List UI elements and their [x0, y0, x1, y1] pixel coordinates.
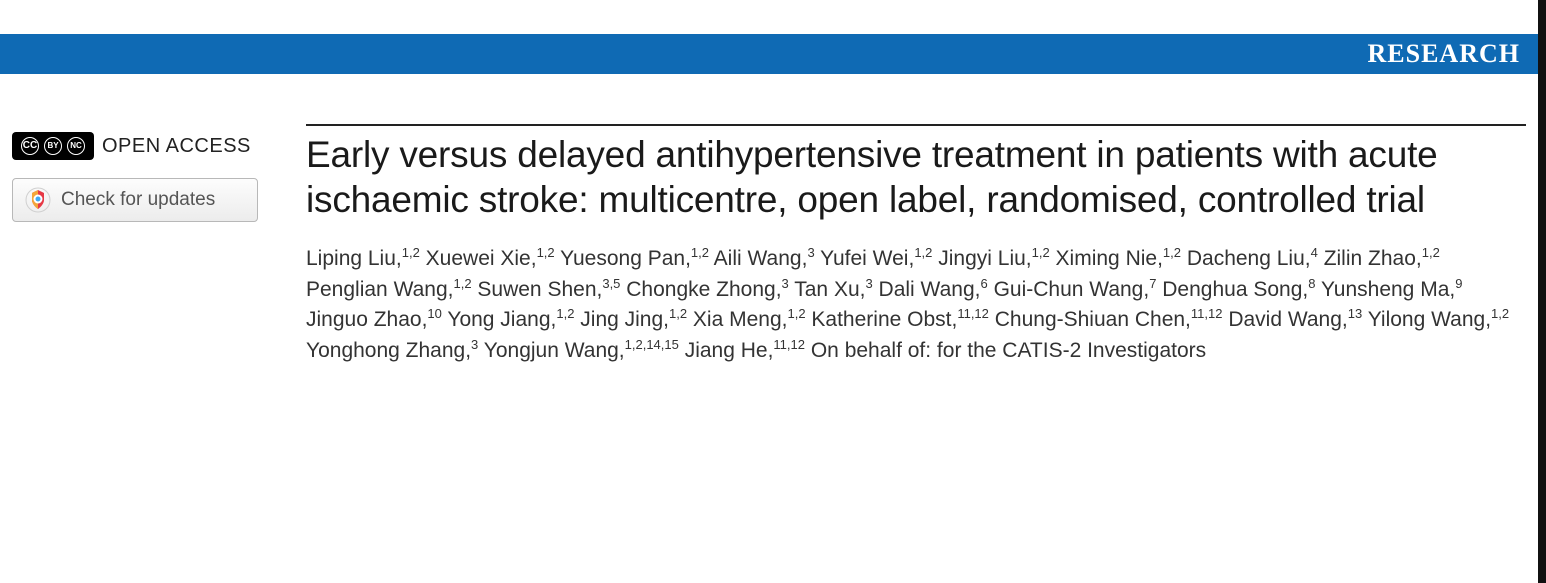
section-label: RESEARCH — [1368, 39, 1520, 69]
author-affiliation: 1,2 — [1422, 245, 1440, 260]
author: Yonghong Zhang,3 — [306, 339, 478, 362]
author-affiliation: 9 — [1455, 276, 1462, 291]
author: Gui-Chun Wang,7 — [994, 278, 1157, 301]
author: Suwen Shen,3,5 — [477, 278, 620, 301]
author: Chongke Zhong,3 — [626, 278, 789, 301]
author: Yong Jiang,1,2 — [447, 308, 574, 331]
author-affiliation: 6 — [980, 276, 987, 291]
author-affiliation: 3 — [865, 276, 872, 291]
author-affiliation: 1,2 — [453, 276, 471, 291]
author: Liping Liu,1,2 — [306, 247, 420, 270]
author: Tan Xu,3 — [794, 278, 872, 301]
page-edge — [1538, 0, 1546, 583]
open-access-label: OPEN ACCESS — [102, 135, 251, 158]
author: Xuewei Xie,1,2 — [426, 247, 555, 270]
author-affiliation: 1,2 — [1032, 245, 1050, 260]
author: Jingyi Liu,1,2 — [938, 247, 1049, 270]
article-header: Early versus delayed antihypertensive tr… — [306, 124, 1526, 366]
author-affiliation: 3 — [807, 245, 814, 260]
author: Yufei Wei,1,2 — [820, 247, 932, 270]
author-affiliation: 8 — [1308, 276, 1315, 291]
author: Yuesong Pan,1,2 — [560, 247, 709, 270]
check-updates-label: Check for updates — [61, 189, 215, 211]
author-affiliation: 1,2 — [537, 245, 555, 260]
author-affiliation: 3 — [782, 276, 789, 291]
author: Yongjun Wang,1,2,14,15 — [484, 339, 679, 362]
author-affiliation: 1,2 — [787, 306, 805, 321]
on-behalf: On behalf of: for the CATIS-2 Investigat… — [811, 339, 1206, 362]
author-affiliation: 1,2 — [914, 245, 932, 260]
check-updates-button[interactable]: Check for updates — [12, 178, 258, 222]
author-affiliation: 3 — [471, 337, 478, 352]
author-affiliation: 1,2 — [691, 245, 709, 260]
author-affiliation: 3,5 — [602, 276, 620, 291]
content-row: CC BY NC OPEN ACCESS Check for updates E… — [0, 74, 1546, 366]
author: Jinguo Zhao,10 — [306, 308, 442, 331]
author-affiliation: 1,2,14,15 — [625, 337, 679, 352]
author: Dacheng Liu,4 — [1187, 247, 1318, 270]
author: Katherine Obst,11,12 — [811, 308, 989, 331]
author-affiliation: 10 — [427, 306, 441, 321]
section-banner: RESEARCH — [0, 34, 1546, 74]
article-title: Early versus delayed antihypertensive tr… — [306, 132, 1526, 222]
crossmark-icon — [25, 187, 51, 213]
author-affiliation: 11,12 — [1191, 306, 1223, 321]
author: David Wang,13 — [1228, 308, 1362, 331]
author: Penglian Wang,1,2 — [306, 278, 472, 301]
author-affiliation: 4 — [1311, 245, 1318, 260]
author-list: Liping Liu,1,2 Xuewei Xie,1,2 Yuesong Pa… — [306, 244, 1526, 366]
author-affiliation: 13 — [1348, 306, 1362, 321]
author-affiliation: 7 — [1149, 276, 1156, 291]
author-affiliation: 1,2 — [556, 306, 574, 321]
author-affiliation: 1,2 — [1163, 245, 1181, 260]
sidebar: CC BY NC OPEN ACCESS Check for updates — [12, 124, 278, 366]
cc-license-icon: CC BY NC — [12, 132, 94, 160]
author: Aili Wang,3 — [714, 247, 815, 270]
author: Ximing Nie,1,2 — [1056, 247, 1181, 270]
author-affiliation: 1,2 — [402, 245, 420, 260]
author: Jing Jing,1,2 — [580, 308, 687, 331]
author: Yilong Wang,1,2 — [1368, 308, 1509, 331]
author: Yunsheng Ma,9 — [1321, 278, 1463, 301]
author: Jiang He,11,12 — [685, 339, 805, 362]
author: Denghua Song,8 — [1162, 278, 1315, 301]
author-affiliation: 1,2 — [1491, 306, 1509, 321]
open-access-row: CC BY NC OPEN ACCESS — [12, 132, 278, 160]
author: Xia Meng,1,2 — [693, 308, 806, 331]
author: Zilin Zhao,1,2 — [1324, 247, 1440, 270]
author-affiliation: 11,12 — [957, 306, 989, 321]
author: Chung-Shiuan Chen,11,12 — [995, 308, 1223, 331]
author-affiliation: 11,12 — [773, 337, 805, 352]
author: Dali Wang,6 — [879, 278, 988, 301]
author-affiliation: 1,2 — [669, 306, 687, 321]
